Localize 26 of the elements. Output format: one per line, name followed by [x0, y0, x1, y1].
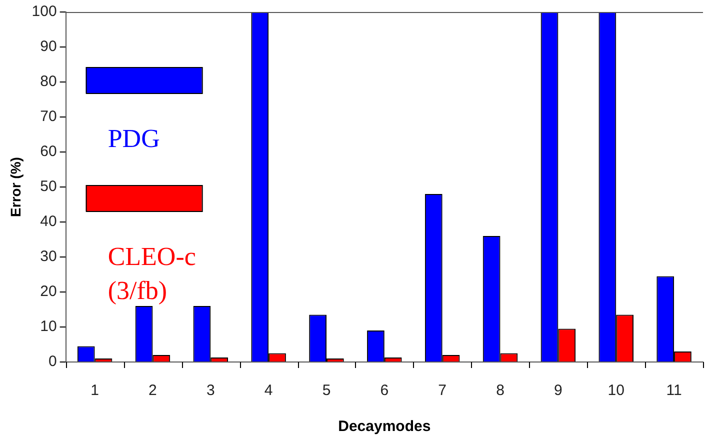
legend-label: CLEO-c (3/fb)	[108, 242, 196, 305]
x-axis-title: Decaymodes	[338, 418, 431, 436]
y-tick-label: 100	[32, 3, 57, 20]
x-tick-label: 11	[666, 382, 682, 400]
x-tick-label: 3	[206, 382, 215, 400]
y-tick-label: 10	[40, 318, 57, 336]
y-axis-title: Error (%)	[7, 157, 24, 217]
y-tick-label: 70	[40, 108, 57, 126]
legend-label: PDG	[108, 124, 160, 153]
x-tick-label: 1	[90, 382, 99, 400]
x-tick-label: 8	[496, 382, 504, 400]
x-tick-label: 2	[148, 382, 157, 400]
y-tick-label: 80	[40, 73, 57, 90]
y-tick-label: 50	[40, 178, 57, 196]
y-tick-label: 30	[40, 248, 57, 266]
x-tick-label: 10	[608, 382, 624, 400]
y-tick-label: 20	[40, 283, 57, 300]
y-tick-label: 40	[40, 213, 57, 230]
x-tick-label: 6	[380, 382, 389, 400]
x-tick-label: 4	[264, 382, 273, 400]
y-tick-label: 90	[40, 38, 57, 56]
x-tick-label: 9	[554, 382, 562, 400]
x-tick-label: 5	[322, 382, 331, 400]
y-tick-label: 0	[48, 353, 57, 370]
y-tick-label: 60	[40, 143, 57, 160]
x-tick-label: 7	[438, 382, 447, 400]
